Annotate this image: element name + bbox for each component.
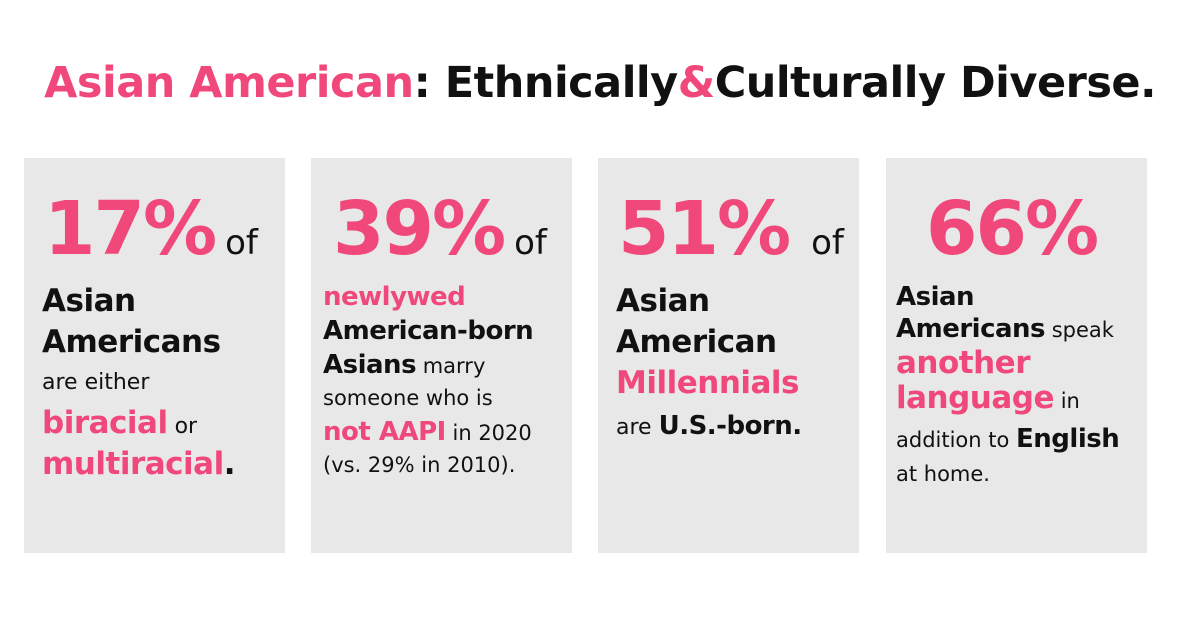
stat-description: Asian American Millennials are U.S.-born…	[616, 283, 851, 440]
desc-line: American	[616, 324, 777, 360]
desc-line: Asians marry	[323, 352, 564, 378]
desc-line: are U.S.-born.	[616, 413, 851, 439]
desc-line: addition to English	[896, 426, 1139, 452]
desc-line: Asian	[42, 283, 136, 319]
stat-line: 17% of	[44, 186, 258, 272]
stat-percent: 51%	[618, 186, 791, 272]
title-text: : Ethnically	[413, 58, 679, 108]
stat-card-biracial: 17% of Asian Americans are either biracia…	[24, 158, 285, 553]
desc-text: in 2020	[445, 421, 532, 445]
desc-bold: U.S.-born.	[658, 411, 803, 441]
stat-of: of	[225, 223, 258, 263]
desc-line: biracial or	[42, 408, 277, 439]
stat-description: newlywed American-born Asians marry some…	[323, 284, 564, 476]
desc-line: (vs. 29% in 2010).	[323, 453, 516, 477]
stat-line: 66%	[926, 186, 1099, 272]
desc-text: in	[1054, 389, 1080, 413]
desc-highlight: not AAPI	[323, 417, 446, 447]
desc-line: American-born	[323, 316, 534, 346]
desc-line: Asian	[896, 282, 975, 312]
desc-highlight: multiracial	[42, 446, 224, 482]
desc-line: not AAPI in 2020	[323, 419, 564, 445]
desc-line: Americans speak	[896, 316, 1139, 342]
desc-line: Asian	[616, 283, 710, 319]
stat-of: of	[514, 223, 547, 263]
stat-line: 39% of	[333, 186, 547, 272]
stat-description: Asian Americans are either biracial or m…	[42, 286, 277, 480]
title-text-end: Culturally Diverse.	[714, 58, 1157, 108]
desc-highlight: biracial	[42, 405, 168, 441]
desc-line: Americans	[42, 324, 221, 360]
desc-line: multiracial.	[42, 449, 277, 480]
desc-line: someone who is	[323, 386, 493, 410]
stat-card-newlywed: 39% of newlywed American-born Asians marr…	[311, 158, 572, 553]
desc-line: language in	[896, 383, 1139, 414]
stat-line: 51% of	[618, 186, 844, 272]
page-title: Asian American: Ethnically&Culturally Di…	[0, 58, 1200, 108]
desc-bold: Americans	[896, 314, 1046, 344]
desc-line: are either	[42, 370, 150, 395]
desc-text: .	[223, 446, 236, 482]
desc-text: speak	[1045, 318, 1114, 342]
desc-bold: English	[1016, 424, 1120, 454]
desc-highlight: another	[896, 345, 1031, 381]
stat-percent: 66%	[926, 186, 1099, 272]
desc-highlight: Millennials	[616, 365, 800, 401]
stat-card-millennials: 51% of Asian American Millennials are U.S…	[598, 158, 859, 553]
desc-line: at home.	[896, 462, 990, 486]
title-ampersand: &	[677, 58, 716, 108]
desc-text: addition to	[896, 428, 1017, 452]
stat-percent: 39%	[333, 186, 506, 272]
stat-of: of	[811, 223, 844, 263]
stat-percent: 17%	[44, 186, 217, 272]
desc-text: marry	[416, 354, 486, 378]
desc-text: or	[167, 414, 198, 439]
stat-description: Asian Americans speak another language i…	[896, 284, 1139, 485]
desc-highlight: newlywed	[323, 282, 466, 312]
title-highlight: Asian American	[44, 58, 414, 108]
desc-bold: Asians	[323, 350, 417, 380]
desc-highlight: language	[896, 380, 1055, 416]
desc-text: are	[616, 415, 659, 440]
stat-card-language: 66% Asian Americans speak another langua…	[886, 158, 1147, 553]
